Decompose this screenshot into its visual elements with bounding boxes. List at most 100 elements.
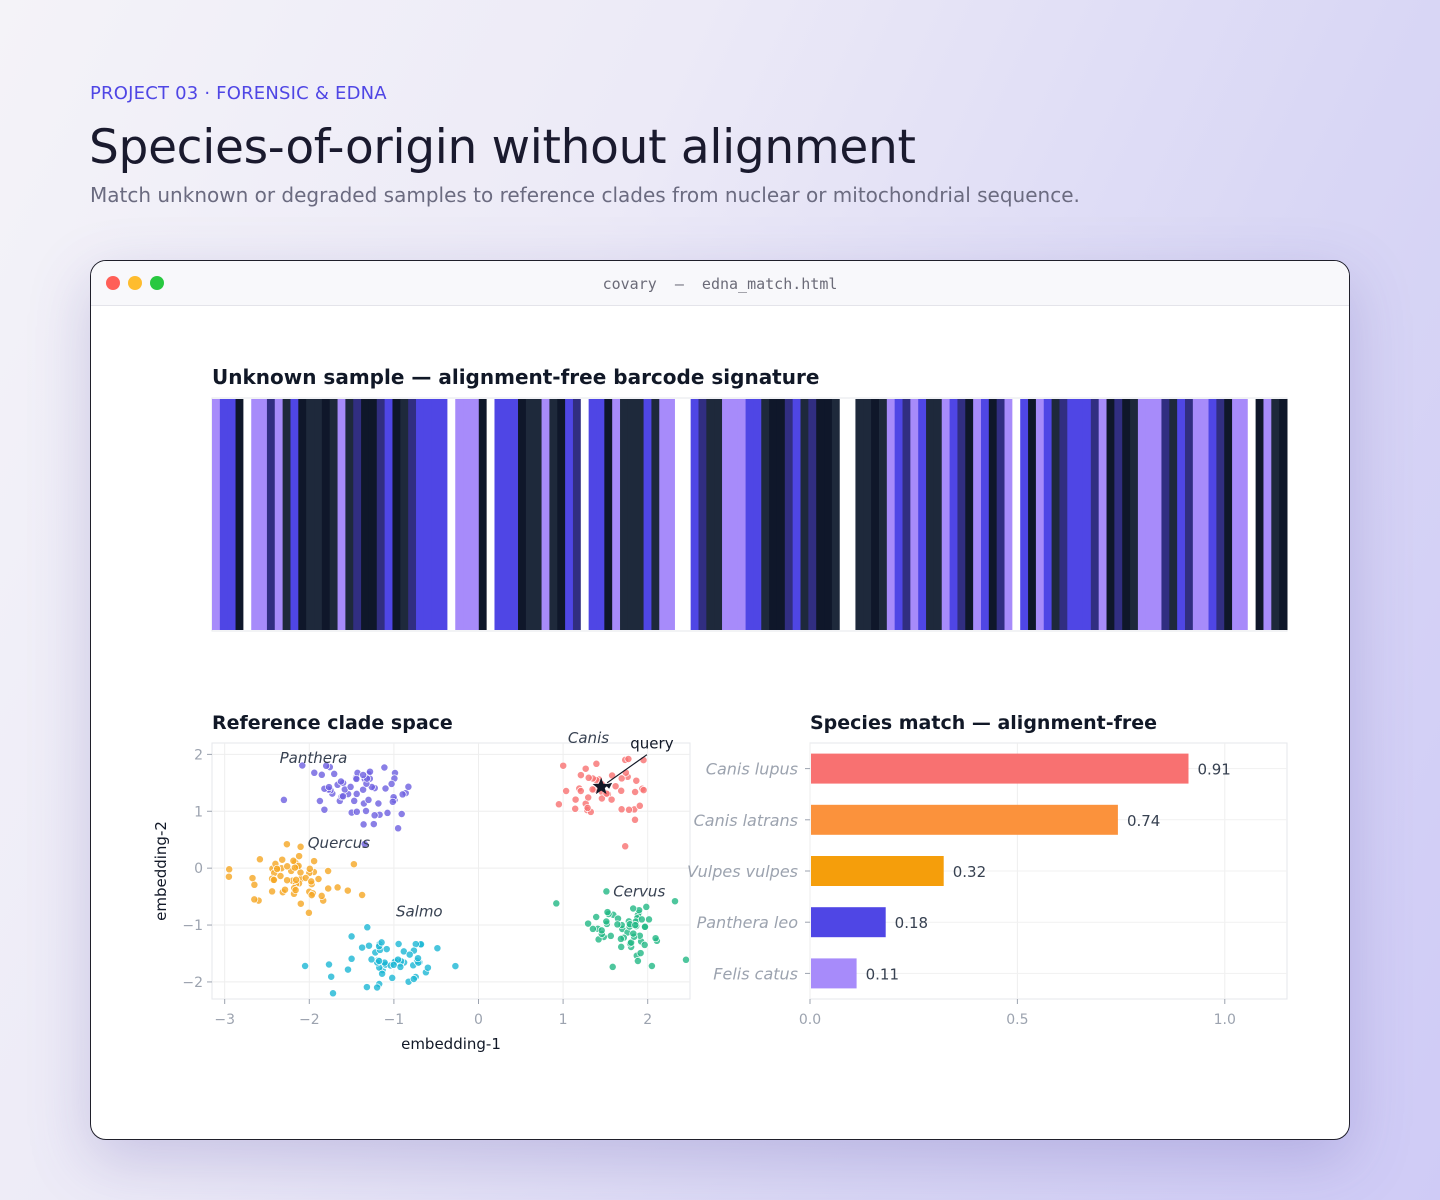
scatter-point-quercus bbox=[283, 876, 292, 885]
barcode-column bbox=[486, 399, 495, 630]
scatter-point-salmo bbox=[363, 923, 372, 932]
close-window-button[interactable] bbox=[106, 276, 120, 290]
barcode-column bbox=[1004, 399, 1013, 630]
barcode-column bbox=[651, 399, 660, 630]
clade-label-cervus: Cervus bbox=[613, 883, 665, 901]
barcode-column bbox=[565, 399, 574, 630]
barcode-column bbox=[1028, 399, 1037, 630]
barcode-column bbox=[737, 399, 747, 630]
scatter-point-panthera bbox=[339, 792, 347, 801]
barcode-column bbox=[800, 399, 809, 630]
scatter-point-quercus bbox=[291, 886, 300, 895]
barcode-column bbox=[1098, 399, 1108, 630]
barcode-column bbox=[643, 399, 652, 630]
barcode-column bbox=[392, 399, 401, 630]
scatter-point-salmo bbox=[394, 940, 403, 948]
scatter-point-panthera bbox=[352, 807, 361, 816]
scatter-point-quercus bbox=[317, 891, 326, 900]
barcode-column bbox=[886, 399, 896, 630]
barcode-column bbox=[698, 399, 707, 630]
barcode-column bbox=[769, 399, 778, 630]
barcode-column bbox=[1224, 399, 1233, 630]
scatter-point-quercus bbox=[290, 863, 299, 872]
dashboard-canvas: Unknown sample — alignment-free barcode … bbox=[152, 365, 1288, 1053]
scatter-point-panthera bbox=[362, 807, 370, 815]
barcode-column bbox=[306, 399, 315, 630]
scatter-point-cervus bbox=[602, 887, 611, 896]
scatter-point-panthera bbox=[352, 774, 361, 783]
barcode-column bbox=[541, 399, 550, 630]
scatter-point-salmo bbox=[329, 989, 337, 998]
scatter-point-canis bbox=[617, 774, 626, 783]
scatter-tick-label-x: −1 bbox=[384, 1012, 405, 1028]
scatter-point-canis bbox=[631, 788, 640, 796]
scatter-point-salmo bbox=[388, 973, 397, 982]
scatter-point-canis bbox=[635, 801, 644, 810]
barcode-column bbox=[839, 399, 849, 630]
scatter-point-canis bbox=[624, 755, 633, 763]
barcode-column bbox=[949, 399, 958, 630]
scatter-point-salmo bbox=[389, 960, 398, 969]
barcode-column bbox=[282, 399, 291, 630]
scatter-point-salmo bbox=[347, 932, 356, 941]
scatter-point-panthera bbox=[388, 797, 397, 806]
barcode-column bbox=[274, 399, 284, 630]
species-label: Canis lupus bbox=[706, 760, 798, 779]
scatter-point-salmo bbox=[377, 938, 386, 947]
scatter-point-canis bbox=[588, 785, 597, 794]
scatter-point-panthera bbox=[337, 777, 345, 786]
barcode-column bbox=[690, 399, 699, 630]
barcode-column bbox=[345, 399, 354, 630]
scatter-point-cervus bbox=[645, 915, 653, 924]
barcode-column bbox=[1232, 399, 1241, 630]
barcode-column bbox=[988, 399, 998, 630]
scatter-point-salmo bbox=[375, 957, 384, 965]
scatter-point-cervus bbox=[651, 934, 660, 943]
scatter-point-quercus bbox=[296, 842, 305, 851]
barcode-column bbox=[1059, 399, 1068, 630]
barcode-column bbox=[478, 399, 488, 630]
scatter-point-panthera bbox=[330, 769, 339, 778]
scatter-point-canis bbox=[597, 794, 606, 803]
scatter-point-quercus bbox=[269, 875, 278, 884]
scatter-point-canis bbox=[581, 764, 590, 773]
scatter-point-canis bbox=[631, 815, 639, 824]
barcode-column bbox=[384, 399, 393, 630]
scatter-point-canis bbox=[584, 773, 593, 782]
match-bar bbox=[811, 907, 886, 938]
barcode-column bbox=[745, 399, 754, 630]
scatter-point-salmo bbox=[378, 969, 387, 978]
barcode-column bbox=[447, 399, 456, 630]
barcode-column bbox=[368, 399, 378, 630]
barcode-column bbox=[722, 399, 731, 630]
match-bar bbox=[811, 804, 1118, 835]
barcode-column bbox=[1122, 399, 1131, 630]
scatter-point-salmo bbox=[373, 983, 382, 992]
barcode-column bbox=[259, 399, 268, 630]
barcode-column bbox=[1271, 399, 1280, 630]
barcode-column bbox=[1255, 399, 1264, 630]
scatter-point-cervus bbox=[588, 924, 597, 933]
scatter-point-quercus bbox=[358, 891, 367, 899]
scatter-point-cervus bbox=[613, 920, 622, 929]
page-title: Species-of-origin without alignment bbox=[89, 120, 916, 175]
barcode-column bbox=[1137, 399, 1147, 630]
barcode-column bbox=[1020, 399, 1029, 630]
maximize-window-button[interactable] bbox=[150, 276, 164, 290]
barcode-column bbox=[580, 399, 590, 630]
scatter-point-salmo bbox=[382, 945, 391, 954]
barcode-column bbox=[314, 399, 323, 630]
scatter-point-cervus bbox=[584, 919, 593, 928]
scatter-point-quercus bbox=[314, 875, 323, 883]
minimize-window-button[interactable] bbox=[128, 276, 142, 290]
barcode-column bbox=[1051, 399, 1060, 630]
barcode-column bbox=[1145, 399, 1155, 630]
scatter-point-quercus bbox=[278, 855, 287, 864]
barcode-column bbox=[792, 399, 802, 630]
barcode-column bbox=[416, 399, 425, 630]
barcode-column bbox=[329, 399, 339, 630]
scatter-point-panthera bbox=[325, 783, 333, 792]
scatter-point-panthera bbox=[387, 779, 396, 788]
scatter-point-salmo bbox=[327, 972, 336, 981]
scatter-point-cervus bbox=[640, 940, 649, 949]
